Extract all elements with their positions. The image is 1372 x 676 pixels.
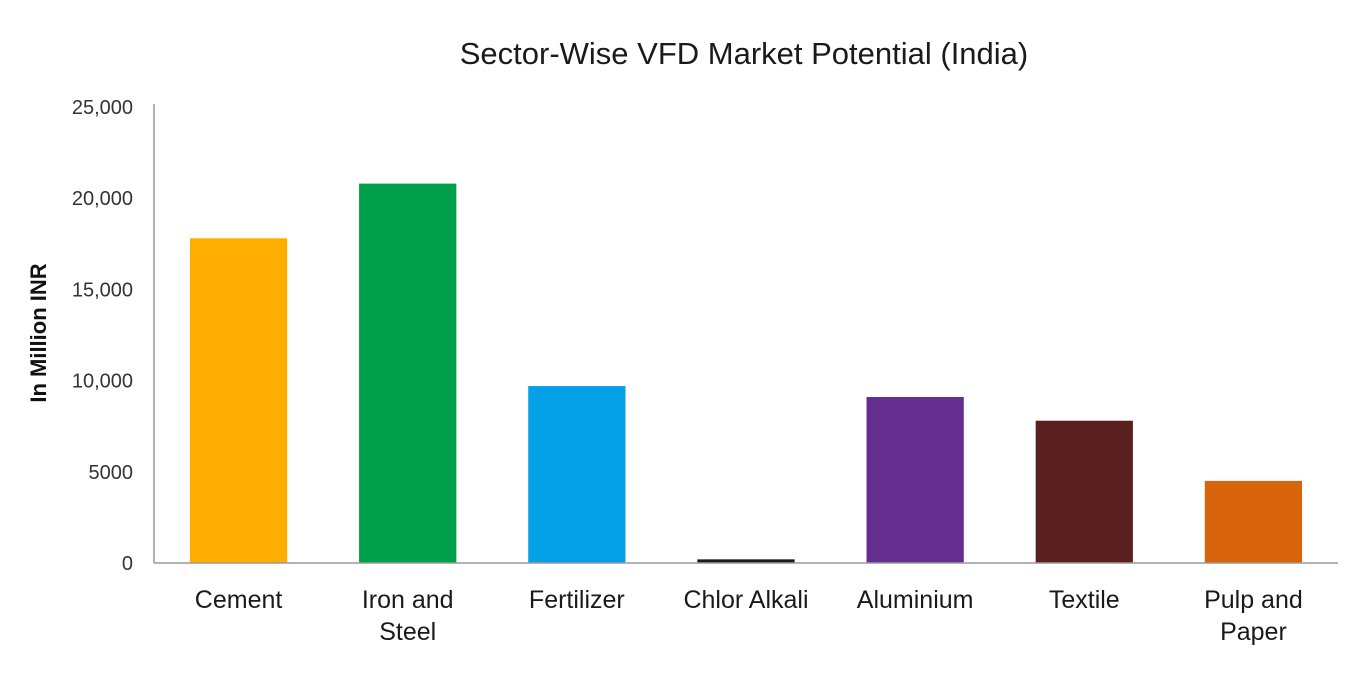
x-tick-label-line: Aluminium: [857, 586, 974, 614]
y-tick-label: 25,000: [72, 97, 133, 119]
x-tick-label: Aluminium: [857, 586, 974, 614]
x-tick-label-line: Steel: [379, 618, 436, 646]
y-axis-ticks: 0 5000 10,000 15,000 20,000 25,000: [72, 97, 133, 575]
bar: [189, 238, 288, 563]
x-tick-label: Fertilizer: [529, 586, 625, 614]
y-tick-label: 10,000: [72, 371, 133, 393]
y-tick-label: 5000: [89, 462, 134, 484]
bar: [866, 397, 964, 563]
x-tick-label: Iron and Steel: [362, 586, 454, 646]
y-tick-label: 15,000: [72, 279, 133, 301]
bar: [697, 559, 795, 563]
x-tick-label-line: Fertilizer: [529, 586, 625, 614]
bar: [1204, 480, 1303, 563]
x-tick-label-line: Chlor Alkali: [683, 586, 808, 614]
y-axis-label: In Million INR: [26, 263, 51, 402]
bars-group: [189, 183, 1303, 563]
x-tick-label-line: Paper: [1220, 618, 1287, 646]
bar: [1035, 420, 1133, 563]
x-tick-label-line: Textile: [1049, 586, 1120, 614]
bar: [359, 183, 457, 563]
x-tick-label-line: Pulp and: [1204, 586, 1303, 614]
x-tick-label-line: Iron and: [362, 586, 454, 614]
x-tick-label: Cement: [195, 586, 283, 614]
x-tick-label: Textile: [1049, 586, 1120, 614]
bar: [528, 386, 626, 563]
x-tick-label: Pulp and Paper: [1204, 586, 1303, 646]
y-tick-label: 20,000: [72, 188, 133, 210]
y-tick-label: 0: [122, 553, 133, 575]
x-tick-label-line: Cement: [195, 586, 283, 614]
x-axis-labels: Cement Iron and Steel Fertilizer Chlor Alkal…: [195, 586, 1303, 646]
chart-title: Sector-Wise VFD Market Potential (India): [460, 36, 1029, 71]
x-tick-label: Chlor Alkali: [683, 586, 808, 614]
